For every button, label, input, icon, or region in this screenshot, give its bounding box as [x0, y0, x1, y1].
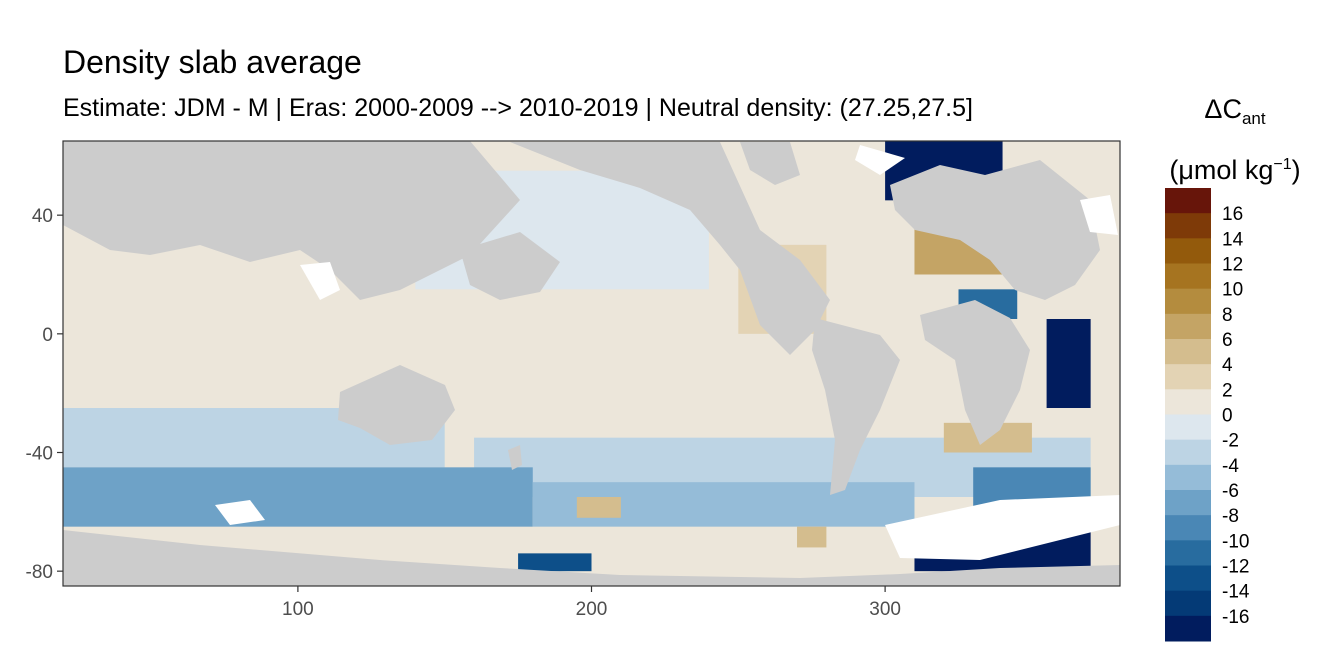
no-data-patch [1080, 195, 1118, 235]
colorbar-bin [1165, 414, 1211, 441]
x-tick-label: 300 [869, 599, 901, 620]
colorbar-label: 6 [1222, 330, 1233, 351]
colorbar-label: 12 [1222, 255, 1243, 276]
colorbar-bin [1165, 389, 1211, 415]
colorbar-bin [1165, 213, 1211, 239]
colorbar-bin [1165, 313, 1211, 340]
colorbar-label: 14 [1222, 229, 1244, 250]
colorbar-label: 10 [1222, 280, 1243, 301]
colorbar-bin [1165, 464, 1211, 491]
map-panel [63, 141, 1120, 586]
y-tick-label: 40 [32, 206, 53, 227]
land-mass [890, 160, 1100, 300]
colorbar-label: 8 [1222, 305, 1233, 326]
colorbar-label: 0 [1222, 406, 1233, 427]
colorbar-label: -16 [1222, 607, 1249, 628]
x-tick-label: 200 [576, 599, 608, 620]
land-mass [740, 142, 800, 185]
plot-title: Density slab average [63, 44, 362, 80]
y-tick-label: 0 [42, 325, 53, 346]
legend-title-variable: ΔCant [1204, 94, 1266, 128]
land-mass [920, 300, 1030, 445]
colorbar-bin [1165, 263, 1211, 290]
colorbar-bin [1165, 188, 1211, 214]
colorbar-label: 16 [1222, 204, 1243, 225]
colorbar-bin [1165, 238, 1211, 264]
no-data-patch [215, 500, 265, 525]
colorbar-label: 4 [1222, 355, 1233, 376]
plot-subtitle: Estimate: JDM - M | Eras: 2000-2009 --> … [63, 94, 973, 122]
ocean-cell [518, 553, 592, 572]
colorbar-bin [1165, 439, 1211, 466]
colorbar-label: -4 [1222, 456, 1239, 477]
colorbar-bin [1165, 364, 1211, 390]
colorbar-bin [1165, 540, 1211, 566]
legend-title: ΔCant (μmol kg−1) [1150, 86, 1320, 193]
legend-title-unit: (μmol kg−1) [1169, 155, 1301, 185]
colorbar-bin [1165, 515, 1211, 541]
colorbar-bin [1165, 490, 1211, 516]
land-mass [508, 445, 522, 470]
colorbar-label: -8 [1222, 506, 1239, 527]
colorbar-bin [1165, 615, 1211, 642]
colorbar: 16 14 12 10 8 6 4 2 0 -2 -4 -6 -8 -10 -12 -14 -16 [1165, 188, 1250, 642]
land-mass [460, 232, 560, 300]
no-data-patch [855, 145, 905, 175]
colorbar-label: -12 [1222, 557, 1249, 578]
colorbar-bin [1165, 590, 1211, 617]
land-mass [63, 530, 1120, 586]
ocean-cell [63, 467, 533, 527]
y-tick-label: -40 [26, 444, 53, 465]
colorbar-label: 2 [1222, 380, 1233, 401]
colorbar-label: -14 [1222, 582, 1250, 603]
land-mass [510, 142, 830, 355]
land-mass [338, 365, 455, 445]
colorbar-label: -6 [1222, 481, 1239, 502]
no-data-patch [885, 495, 1120, 560]
ocean-cell [1046, 319, 1091, 408]
colorbar-bin [1165, 565, 1211, 592]
ocean-cell [576, 497, 621, 518]
y-tick-label: -80 [26, 562, 53, 583]
colorbar-label: -10 [1222, 531, 1249, 552]
colorbar-bin [1165, 288, 1211, 315]
colorbar-label: -2 [1222, 431, 1239, 452]
ocean-cell [797, 526, 827, 548]
land-mass [812, 318, 900, 495]
no-data-patch [300, 262, 340, 300]
x-tick-label: 100 [282, 599, 314, 620]
colorbar-bin [1165, 339, 1211, 365]
land-mass [63, 141, 520, 300]
